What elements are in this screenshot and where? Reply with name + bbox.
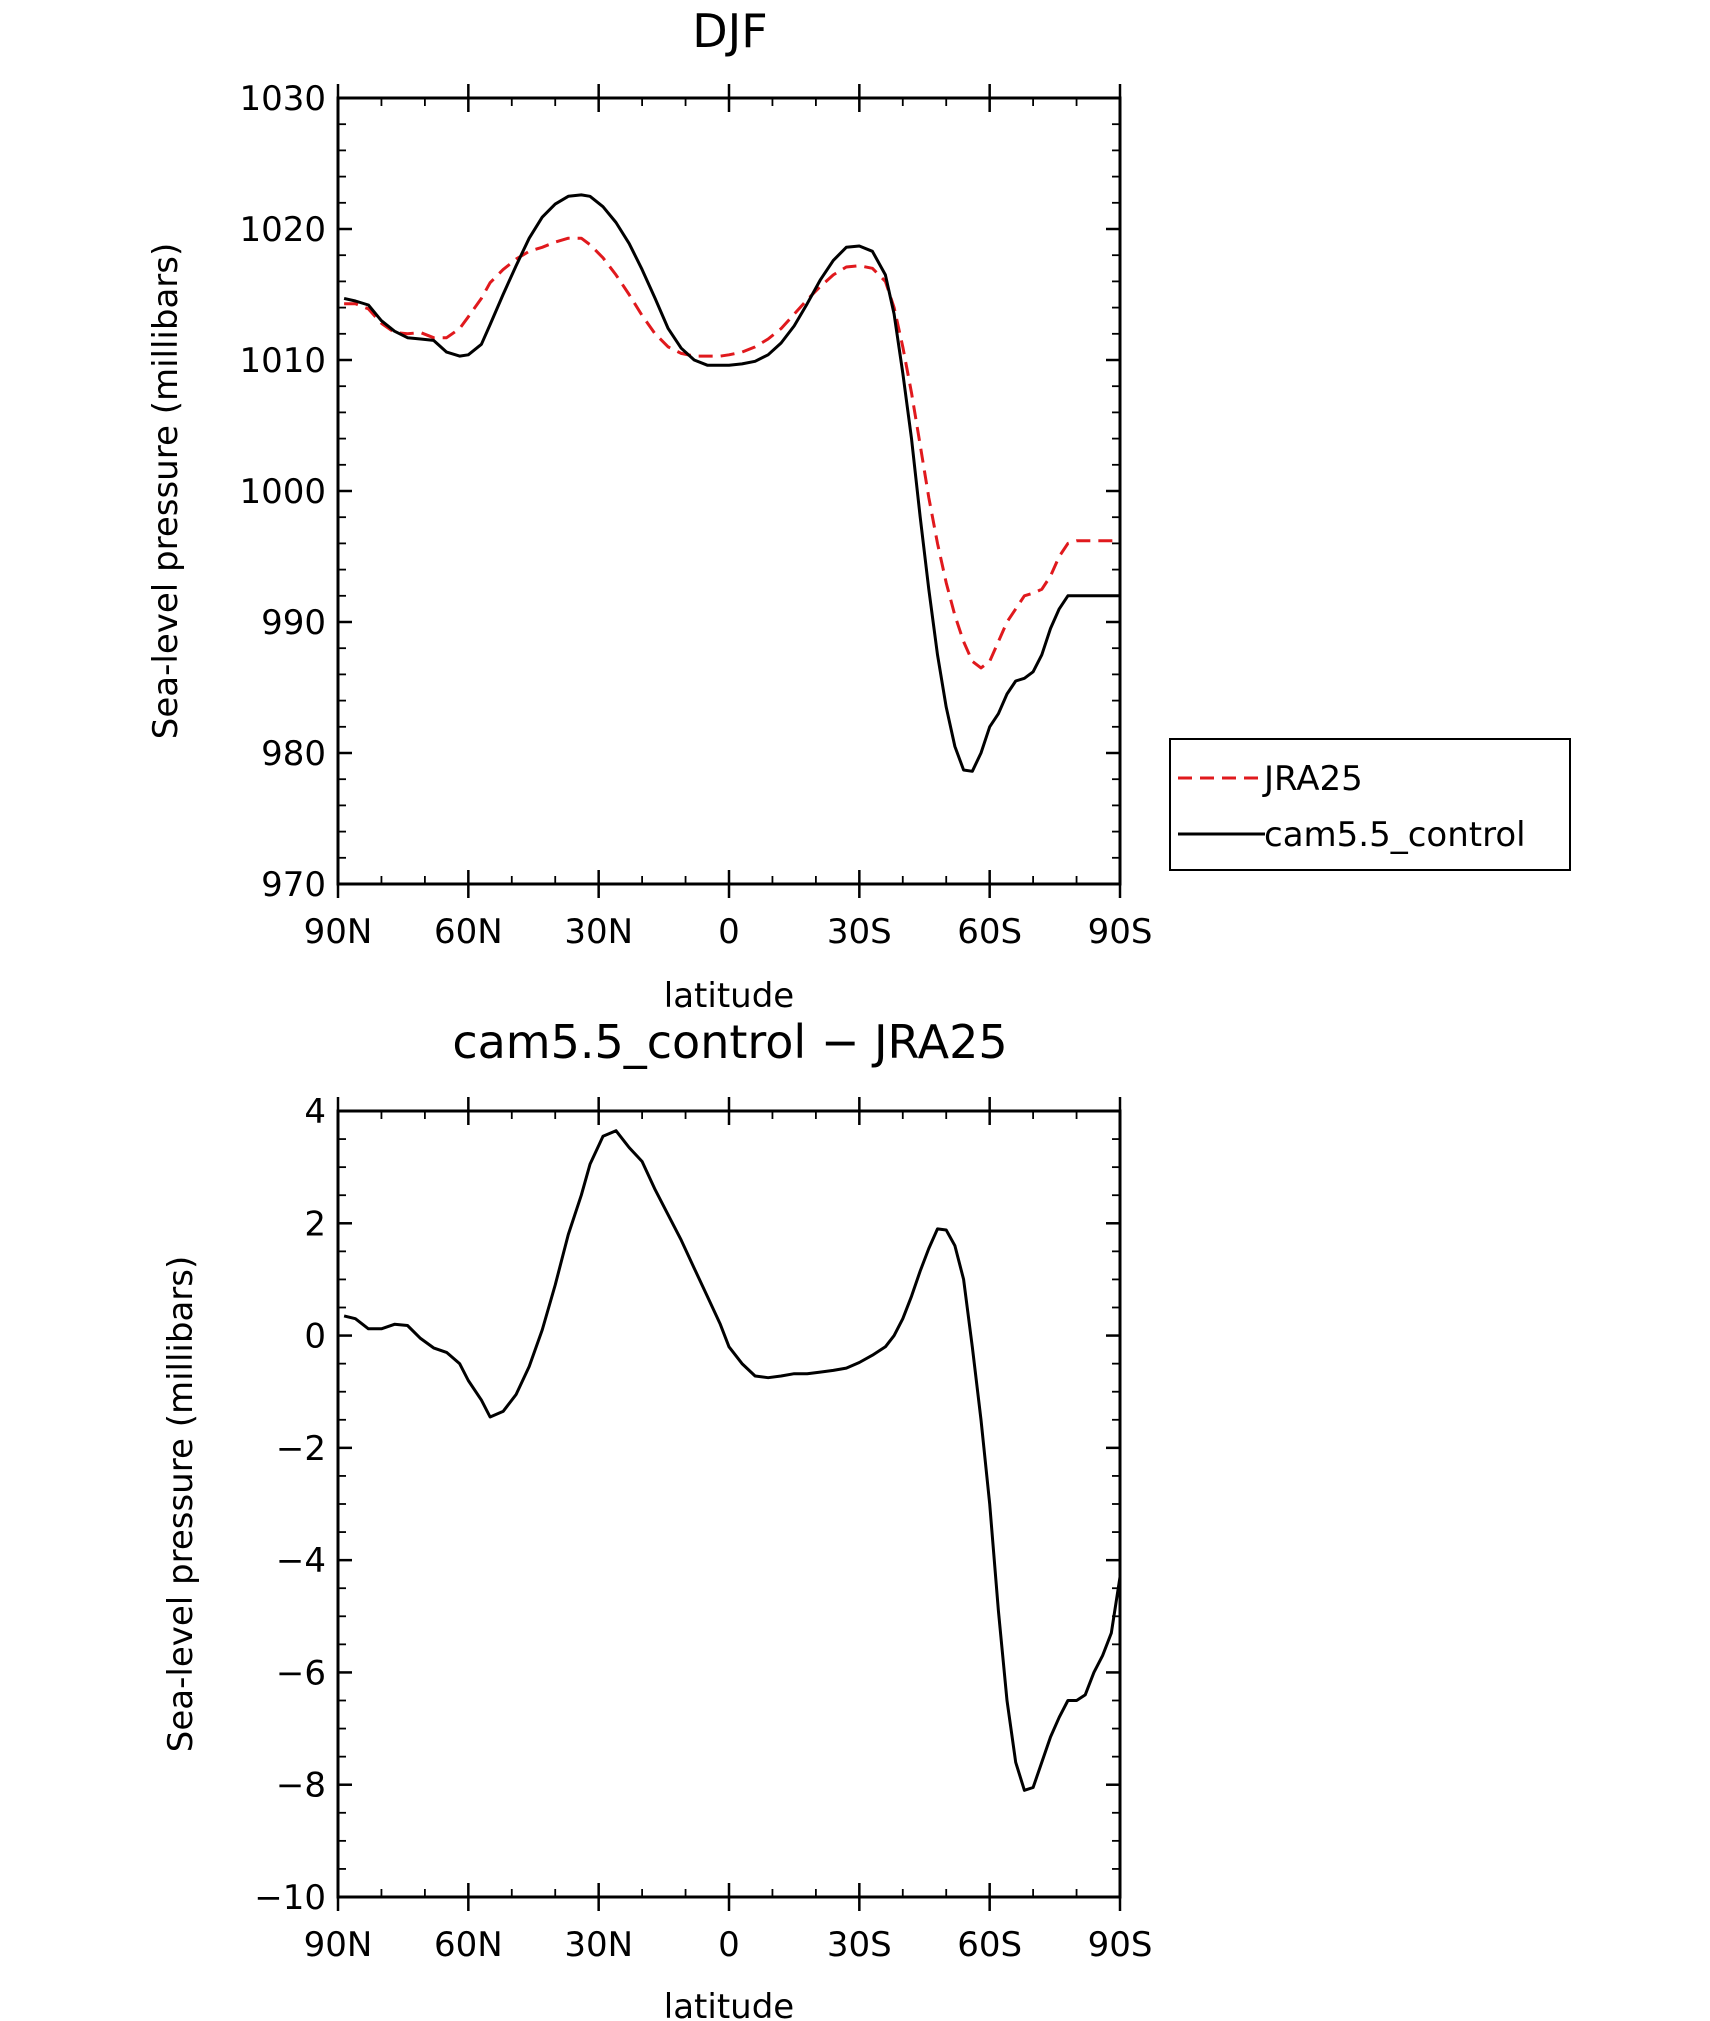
bottom-plot-frame [336,1109,1122,1899]
bottom-y-tick-label: 0 [304,1317,326,1357]
bottom-x-axis-label: latitude [664,1987,794,2021]
legend-label-jra25: JRA25 [1262,759,1363,799]
bottom-y-tick-label: 4 [304,1092,326,1132]
top-x-tick-label: 90S [1088,912,1153,952]
top-y-tick-labels: 970 980 990 1000 1010 1020 1030 [239,79,326,905]
top-y-tick-label: 1010 [239,341,326,381]
top-x-tick-label: 90N [304,912,373,952]
top-x-tick-label: 30S [827,912,892,952]
top-y-tick-label: 990 [261,603,326,643]
top-y-axis-label: Sea-level pressure (millibars) [146,243,186,739]
top-y-tick-label: 1020 [239,210,326,250]
bottom-x-tick-label: 90N [304,1925,373,1965]
top-tick-marks [336,84,1122,898]
legend: JRA25 cam5.5_control [1169,738,1571,871]
bottom-panel: cam5.5_control − JRA25 −10 −8 −6 −4 −2 0 2 4 90… [161,1015,1152,2021]
top-series-line-cam5-5-control [343,193,1120,773]
bottom-chart-title: cam5.5_control − JRA25 [452,1015,1007,1069]
top-y-tick-label: 1000 [239,472,326,512]
bottom-x-tick-label: 30N [564,1925,633,1965]
top-x-tick-label: 60S [957,912,1022,952]
bottom-tick-marks [336,1097,1122,1911]
bottom-y-tick-label: −2 [276,1429,326,1469]
bottom-x-tick-label: 90S [1088,1925,1153,1965]
top-x-axis-label: latitude [664,976,794,1016]
bottom-x-tick-labels: 90N 60N 30N 0 30S 60S 90S [304,1925,1153,1965]
top-y-tick-label: 970 [261,865,326,905]
top-series-line-jra25 [344,236,1120,670]
top-plot-frame [336,96,1122,886]
bottom-y-axis-label: Sea-level pressure (millibars) [161,1256,201,1752]
bottom-x-tick-label: 0 [718,1925,740,1965]
top-x-tick-labels: 90N 60N 30N 0 30S 60S 90S [304,912,1153,952]
bottom-y-tick-label: 2 [304,1204,326,1244]
bottom-y-tick-label: −4 [276,1541,326,1581]
top-x-tick-label: 60N [434,912,503,952]
bottom-y-tick-label: −10 [254,1878,326,1918]
top-panel: DJF 970 980 990 1000 1010 1020 1030 90N 60N 30N 0… [146,4,1152,1016]
bottom-x-tick-label: 60S [957,1925,1022,1965]
top-chart-title: DJF [692,4,767,58]
bottom-x-tick-label: 30S [827,1925,892,1965]
bottom-y-tick-label: −6 [276,1653,326,1693]
top-series-layer [343,193,1120,773]
top-x-tick-label: 30N [564,912,633,952]
legend-label-cam55: cam5.5_control [1264,815,1526,855]
top-x-tick-label: 0 [718,912,740,952]
top-y-tick-label: 1030 [239,79,326,119]
legend-box [1169,738,1571,871]
bottom-series-layer [343,1129,1122,1792]
bottom-y-tick-label: −8 [276,1766,326,1806]
bottom-series-line-difference [343,1129,1122,1792]
bottom-x-tick-label: 60N [434,1925,503,1965]
top-y-tick-label: 980 [261,734,326,774]
bottom-y-tick-labels: −10 −8 −6 −4 −2 0 2 4 [254,1092,326,1918]
